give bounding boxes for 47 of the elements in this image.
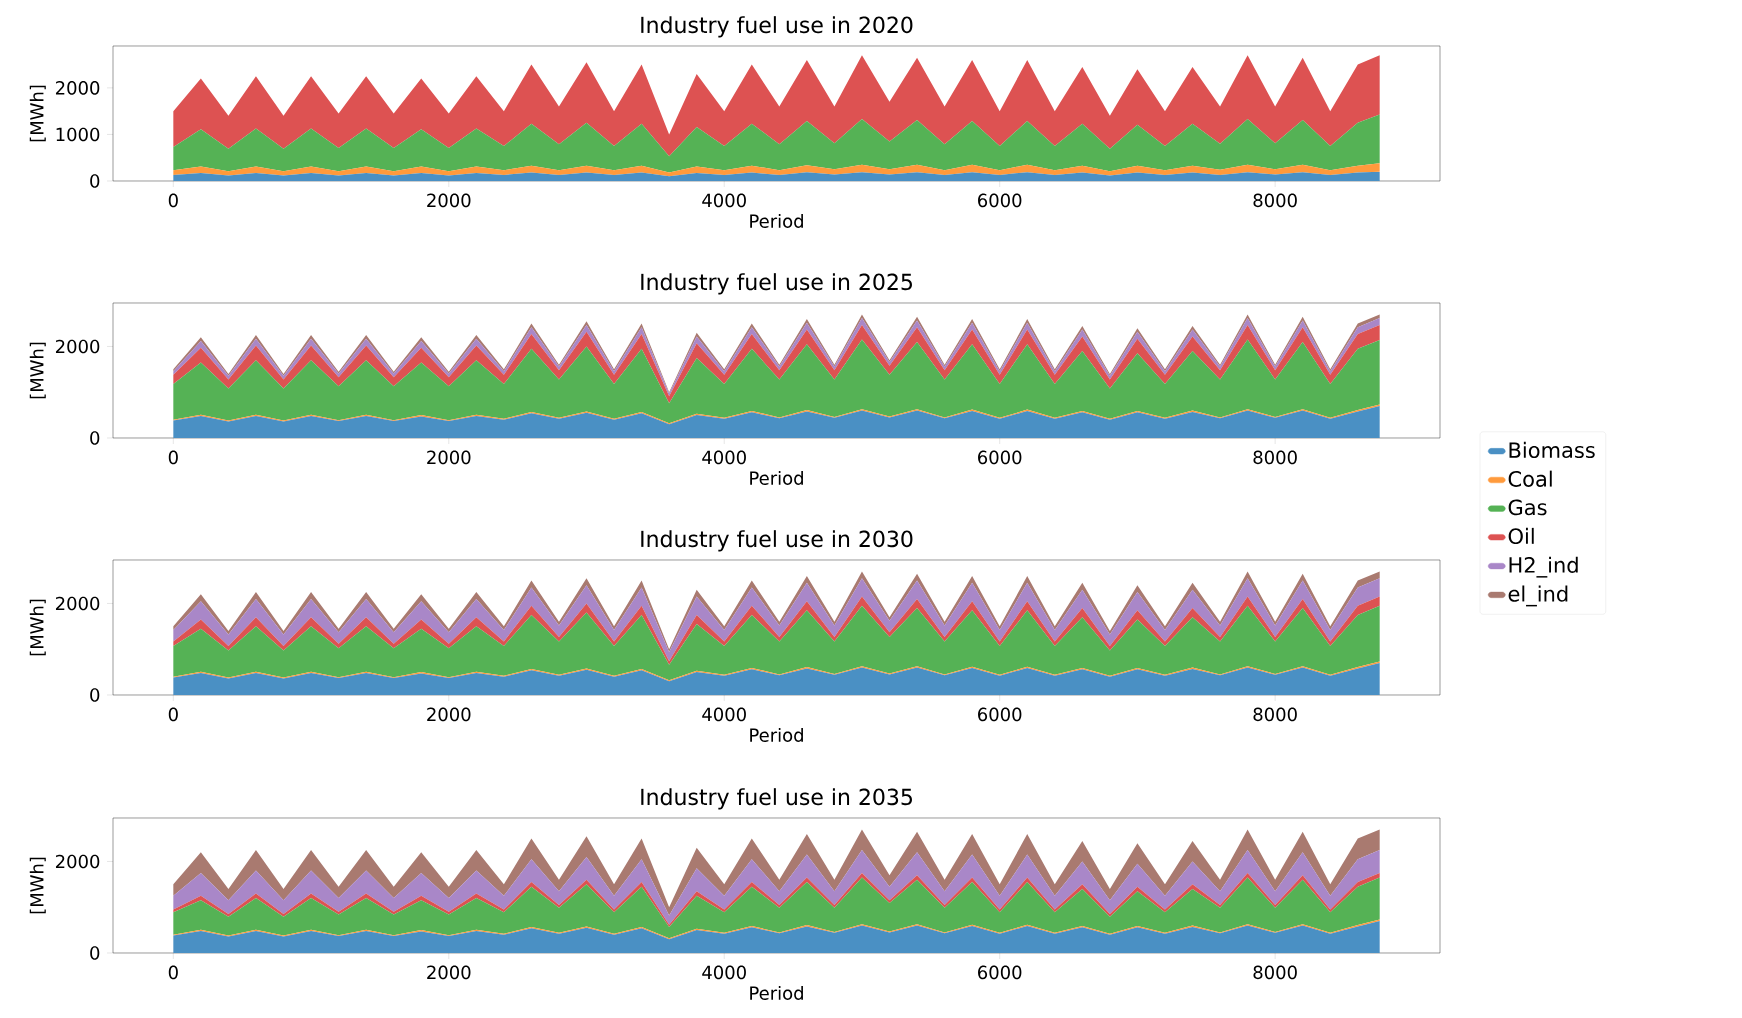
x-tick-label: 0	[168, 193, 178, 208]
y-tick-label: 1000	[56, 127, 100, 142]
x-tick-label: 2000	[427, 965, 471, 980]
x-tick-label: 2000	[427, 193, 471, 208]
y-tick-label: 0	[90, 688, 100, 702]
y-tick-label: 2000	[55, 339, 100, 354]
x-tick-label: 0	[168, 707, 178, 722]
y-tick-label: 2000	[55, 81, 100, 95]
x-tick-label: 0	[168, 450, 178, 465]
chart-title: Industry fuel use in 2025	[641, 273, 912, 295]
x-tick-label: 8000	[1253, 707, 1297, 722]
y-tick-label: 2000	[55, 854, 100, 869]
x-tick-label: 2000	[427, 450, 471, 465]
x-tick-label: 4000	[702, 450, 746, 465]
y-tick-label: 0	[90, 174, 100, 188]
x-tick-label: 8000	[1253, 450, 1297, 465]
x-tick-label: 2000	[427, 707, 471, 722]
x-axis-title: Period	[750, 214, 803, 228]
x-tick-label: 6000	[978, 450, 1022, 465]
chart-title: Industry fuel use in 2030	[641, 530, 913, 552]
x-tick-label: 8000	[1253, 965, 1297, 980]
x-tick-label: 6000	[978, 965, 1022, 980]
x-tick-label: 4000	[702, 965, 746, 980]
x-axis-title: Period	[750, 471, 803, 485]
x-tick-label: 0	[168, 965, 178, 980]
x-tick-label: 4000	[702, 707, 746, 722]
y-tick-label: 0	[90, 946, 100, 960]
y-tick-label: 2000	[55, 596, 100, 611]
legend-label: Biomass	[1509, 441, 1595, 459]
x-tick-label: 8000	[1253, 193, 1297, 208]
x-axis-title: Period	[750, 728, 803, 742]
x-tick-label: 6000	[978, 707, 1022, 722]
y-axis-title: [MWh]	[29, 599, 46, 656]
y-tick-label: 0	[90, 431, 100, 445]
legend-label: Gas	[1508, 499, 1547, 516]
chart-title: Industry fuel use in 2035	[641, 788, 912, 810]
chart-title: Industry fuel use in 2020	[641, 16, 913, 38]
legend-label: Coal	[1508, 470, 1552, 487]
legend-label: Oil	[1508, 527, 1534, 545]
legend-label: H2_ind	[1509, 556, 1578, 578]
y-axis-title: [MWh]	[29, 342, 46, 399]
y-axis-title: [MWh]	[29, 857, 46, 914]
x-axis-title: Period	[750, 986, 803, 1000]
legend-label: el_ind	[1508, 585, 1568, 607]
x-tick-label: 6000	[978, 193, 1022, 208]
x-tick-label: 4000	[702, 193, 746, 208]
y-axis-title: [MWh]	[29, 85, 46, 142]
